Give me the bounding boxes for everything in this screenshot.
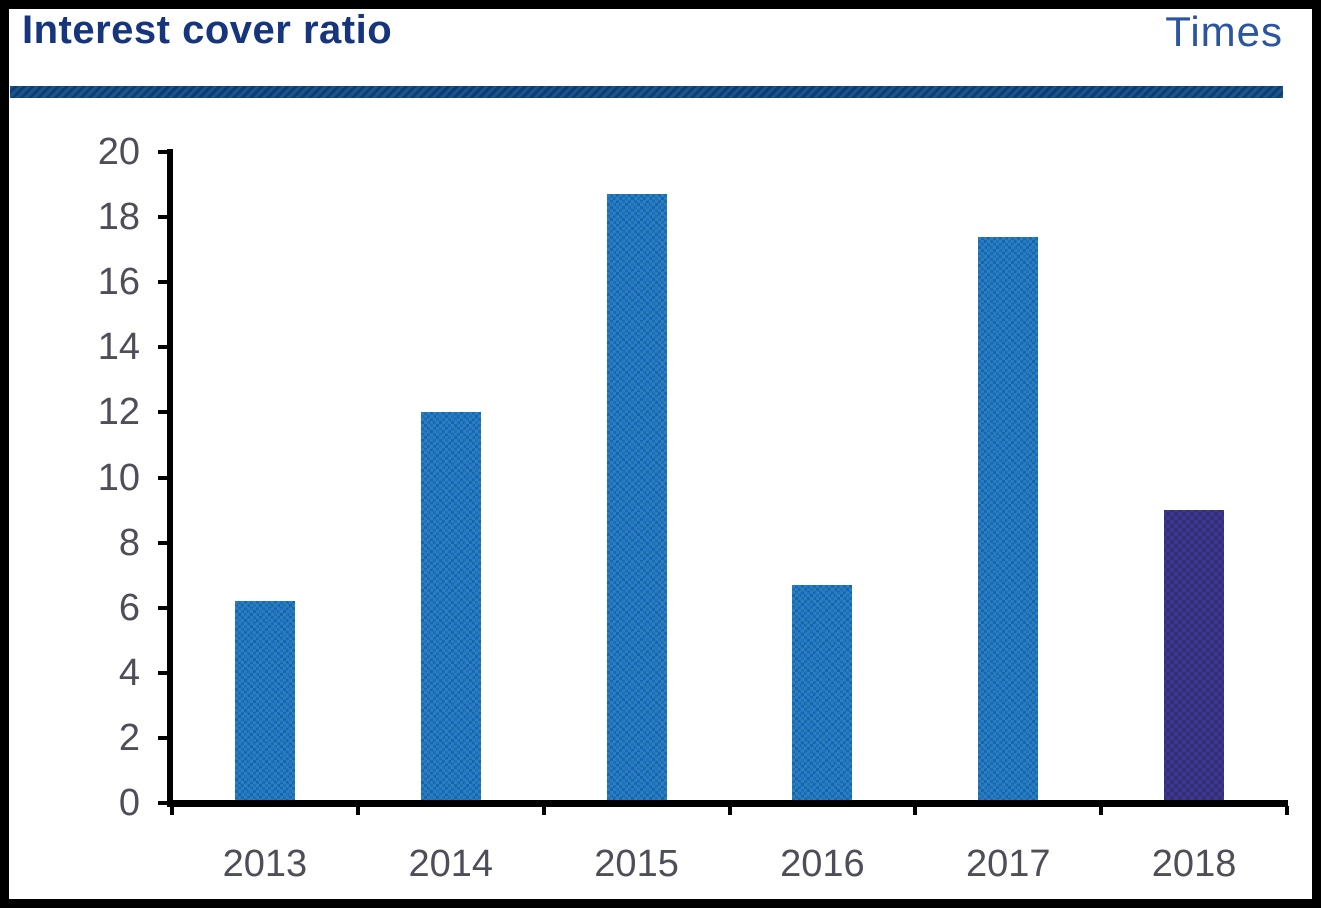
chart-title: Interest cover ratio [22,8,393,52]
x-axis-tick [727,806,732,815]
y-axis-tick [158,150,168,154]
y-axis-tick-label: 10 [97,456,140,499]
y-axis-tick [158,475,168,480]
y-axis-tick [158,345,168,350]
y-axis-tick [158,280,168,285]
y-axis-tick-label: 12 [97,391,140,434]
x-axis-label-2016: 2016 [780,843,865,885]
x-axis-label-2018: 2018 [1151,843,1237,885]
y-axis-tick-label: 0 [118,782,140,824]
y-axis-line [167,149,173,807]
x-axis-label-2017: 2017 [965,843,1051,885]
y-axis-tick-label: 14 [97,326,140,369]
x-axis-tick [355,806,360,815]
x-axis-tick [541,806,546,815]
x-axis-line [167,800,1288,807]
y-axis-tick-label: 2 [118,716,140,759]
y-axis-tick [158,670,168,675]
x-axis-label-2013: 2013 [222,843,308,885]
y-axis-tick [158,735,168,740]
x-axis-label-2014: 2014 [408,843,494,885]
bar-2015 [606,194,667,800]
x-axis-tick [170,806,174,815]
y-axis-tick-label: 6 [118,586,140,629]
x-axis-tick [913,806,918,815]
y-axis-tick [158,540,168,545]
y-axis-tick [158,215,168,220]
y-axis-tick-label: 8 [118,521,140,564]
bar-2017 [978,236,1039,800]
y-axis-tick-label: 18 [97,196,140,239]
y-axis-tick [158,410,168,415]
bar-2018 [1164,510,1225,800]
chart-unit-label: Times [1165,8,1283,55]
y-axis-tick [158,801,168,805]
bar-2013 [234,601,295,800]
title-divider-rule [10,86,1283,98]
y-axis-tick-label: 20 [97,131,140,173]
x-axis-tick [1285,806,1289,815]
y-axis-tick-label: 4 [118,651,140,694]
x-axis-tick [1099,806,1104,815]
y-axis-tick [158,605,168,610]
x-axis-label-2015: 2015 [594,843,679,885]
bar-2016 [792,584,853,800]
y-axis-tick-label: 16 [97,261,140,304]
bar-2014 [420,412,481,800]
